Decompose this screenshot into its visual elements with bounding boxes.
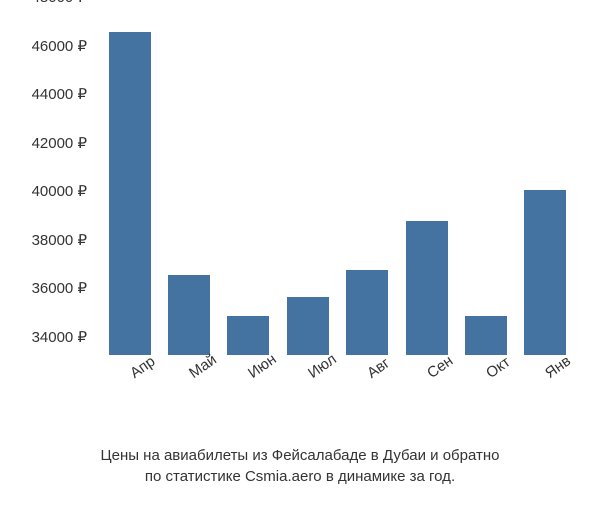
bar (227, 316, 269, 355)
bar (524, 190, 566, 355)
bars-group (95, 15, 580, 355)
y-tick-label: 44000 ₽ (32, 85, 87, 103)
caption-line-1: Цены на авиабилеты из Фейсалабаде в Дуба… (101, 447, 500, 464)
bar (346, 270, 388, 355)
chart-caption: Цены на авиабилеты из Фейсалабаде в Дуба… (0, 445, 600, 487)
bar-chart: 34000 ₽ 36000 ₽ 38000 ₽ 40000 ₽ 42000 ₽ 44000… (10, 15, 590, 395)
plot-area (95, 15, 580, 355)
bar (168, 275, 210, 355)
y-axis: 34000 ₽ 36000 ₽ 38000 ₽ 40000 ₽ 42000 ₽ 44000… (10, 15, 95, 355)
bar (406, 221, 448, 355)
y-tick-label: 48000 ₽ (32, 0, 87, 6)
y-tick-label: 38000 ₽ (32, 231, 87, 249)
y-tick-label: 40000 ₽ (32, 182, 87, 200)
y-tick-label: 36000 ₽ (32, 279, 87, 297)
bar (109, 32, 151, 355)
bar (465, 316, 507, 355)
y-tick-label: 46000 ₽ (32, 37, 87, 55)
y-tick-label: 34000 ₽ (32, 328, 87, 346)
y-tick-label: 42000 ₽ (32, 134, 87, 152)
caption-line-2: по статистике Csmia.aero в динамике за г… (145, 468, 455, 485)
x-axis: АпрМайИюнИюлАвгСенОктЯнв (95, 360, 580, 410)
bar (287, 297, 329, 355)
